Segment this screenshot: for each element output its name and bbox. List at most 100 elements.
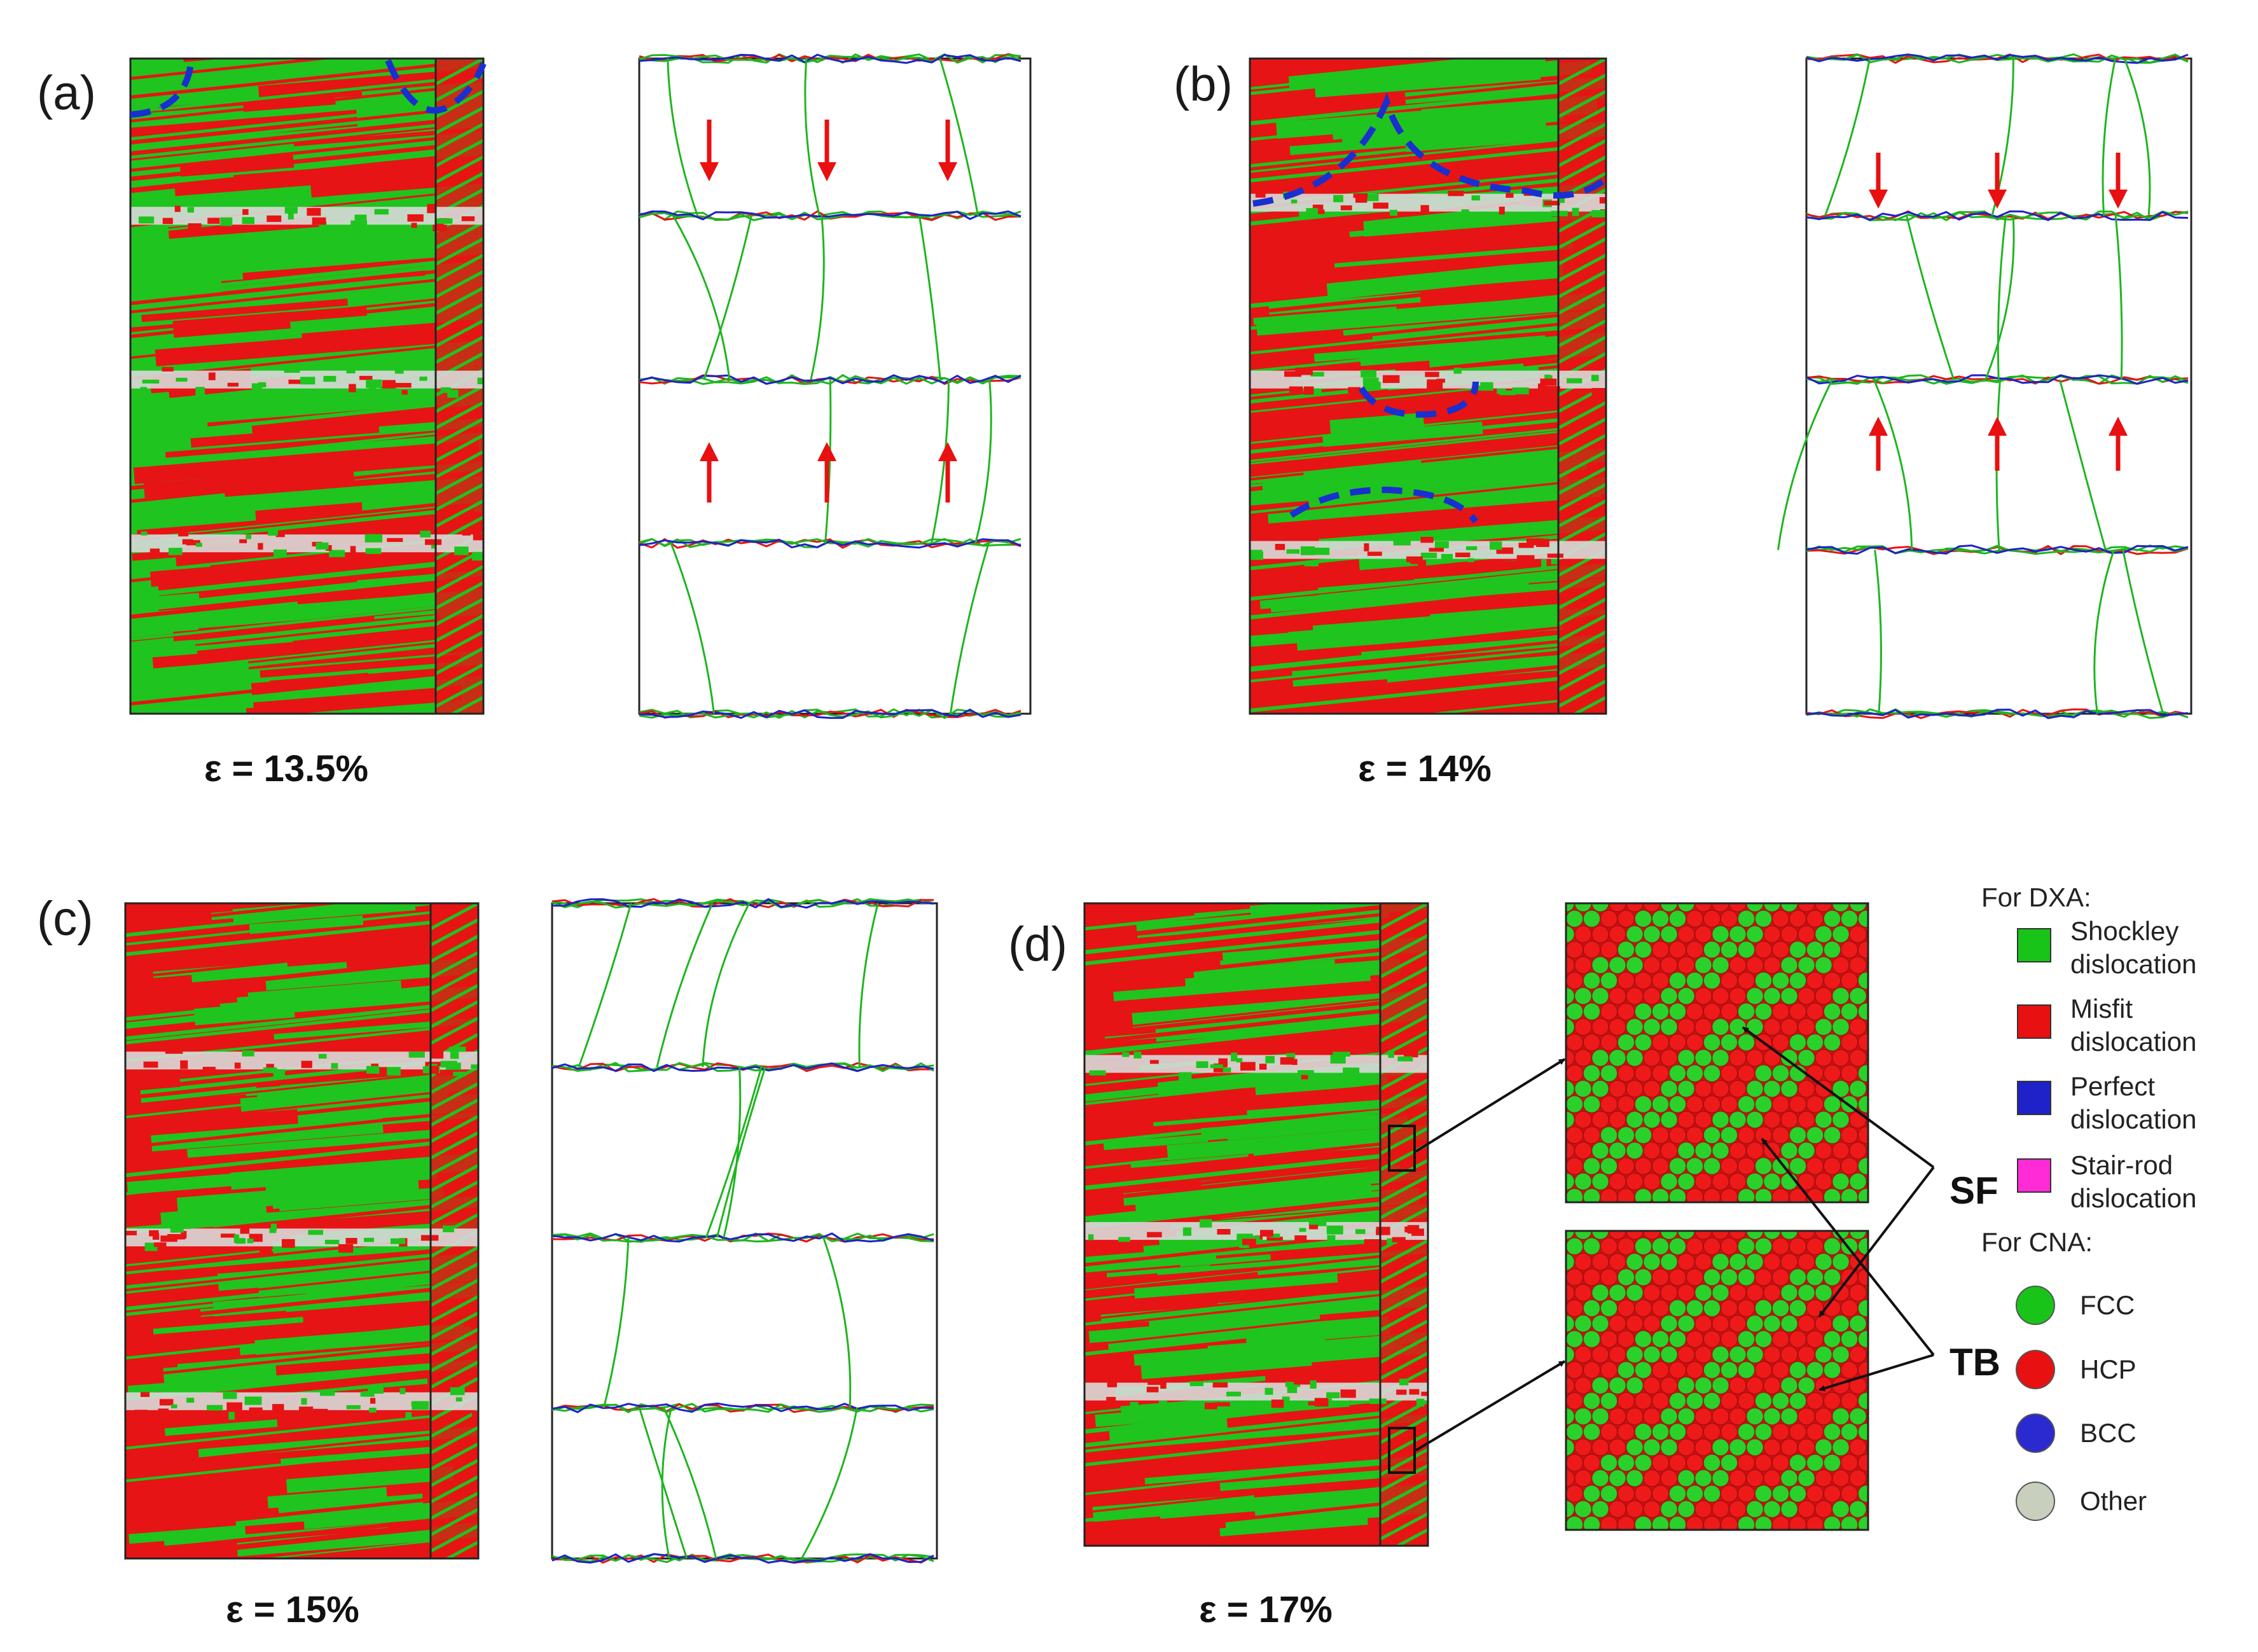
- atom: [1541, 1254, 1557, 1270]
- atom: [1815, 1111, 1832, 1128]
- atom: [1832, 903, 1850, 912]
- atom: [1643, 1049, 1661, 1067]
- atom: [1763, 1018, 1781, 1036]
- interface-speck: [1355, 1229, 1366, 1234]
- atom: [1591, 903, 1609, 912]
- atom: [1523, 1018, 1540, 1035]
- interface-speck: [335, 226, 345, 230]
- atom: [1832, 1018, 1850, 1036]
- stacking-line: [1084, 913, 1381, 948]
- interface-speck: [370, 1398, 376, 1404]
- atom: [1712, 1284, 1729, 1301]
- dislocation-map-a: [638, 53, 1032, 719]
- interface-speck: [326, 545, 332, 551]
- atom: [1566, 1237, 1583, 1255]
- side-stripe: [1379, 1030, 1428, 1059]
- atom: [1806, 1127, 1824, 1144]
- atom: [1884, 1284, 1901, 1301]
- stacking-line: [130, 127, 436, 161]
- atom: [1669, 1188, 1686, 1202]
- side-stripe: [429, 1344, 478, 1373]
- atom: [1677, 1111, 1695, 1128]
- atom: [1824, 1330, 1841, 1348]
- atom: [1703, 1095, 1721, 1113]
- red-arrow-up-b2-head: [2109, 417, 2128, 436]
- atom: [1694, 1438, 1712, 1456]
- stacking-line: [130, 109, 436, 145]
- side-stripe: [1557, 515, 1606, 545]
- atom: [1815, 926, 1832, 943]
- threading-dislocation: [1906, 215, 1955, 380]
- interface-speck: [208, 372, 216, 380]
- interface-speck: [365, 548, 382, 554]
- interface-dislocation: [1806, 374, 2189, 385]
- atom: [1772, 941, 1789, 959]
- atom: [1660, 1500, 1678, 1518]
- legend-label-bcc: BCC: [2080, 1418, 2137, 1448]
- atom: [1694, 1142, 1712, 1160]
- atom: [1772, 1516, 1789, 1530]
- atom: [1858, 1423, 1868, 1441]
- atom: [1729, 1172, 1747, 1190]
- atom: [1618, 1207, 1635, 1224]
- atom: [1832, 1315, 1850, 1333]
- atom: [1549, 1485, 1566, 1502]
- atom: [1566, 1111, 1575, 1128]
- interface-speck: [1284, 371, 1301, 377]
- atom: [1772, 1237, 1789, 1255]
- interface-speck: [399, 1387, 406, 1394]
- atom: [1884, 1111, 1901, 1128]
- atom: [1721, 1361, 1738, 1379]
- stacking-line: [1084, 1019, 1381, 1054]
- dxa-frame: [551, 902, 938, 1560]
- interface-speck: [1389, 209, 1397, 216]
- interface-dislocation: [551, 1232, 934, 1243]
- atom: [1824, 1516, 1841, 1530]
- atom: [1729, 1377, 1747, 1394]
- stacking-line: [130, 547, 436, 583]
- atom: [1643, 1172, 1661, 1190]
- stacking-line: [1084, 1418, 1381, 1453]
- interface-speck: [440, 1060, 457, 1068]
- atom: [1541, 957, 1557, 973]
- atom: [1687, 880, 1703, 896]
- atom: [1858, 1034, 1868, 1052]
- atom: [1721, 941, 1738, 959]
- atom: [1866, 1442, 1868, 1453]
- atom: [1541, 895, 1557, 912]
- side-stripe: [1557, 335, 1606, 364]
- legend: For DXA: Shockley dislocation Misfit dis…: [1981, 882, 2196, 1521]
- atom: [1729, 1111, 1747, 1128]
- side-stripe: [434, 581, 483, 610]
- atom: [1772, 1392, 1789, 1410]
- stacking-line: [130, 562, 436, 598]
- interface-speck: [1300, 546, 1315, 555]
- atom: [1789, 1392, 1806, 1410]
- stacking-line: [130, 454, 436, 490]
- atom: [1866, 903, 1868, 908]
- atom: [1643, 1408, 1661, 1426]
- stacking-line: [125, 1275, 431, 1311]
- atom: [1884, 1315, 1901, 1332]
- atom: [1677, 1142, 1695, 1160]
- atom: [1797, 1142, 1815, 1160]
- atom: [1841, 1188, 1858, 1202]
- side-stripe: [434, 630, 483, 659]
- side-stripe: [429, 934, 478, 963]
- atom: [1797, 903, 1815, 912]
- side-stripe: [429, 1262, 478, 1291]
- stacking-line: [1250, 565, 1559, 601]
- atom: [1652, 941, 1669, 959]
- threading-dislocation: [804, 58, 821, 216]
- atom: [1652, 1454, 1669, 1471]
- stacking-line: [1250, 147, 1559, 183]
- atom: [1712, 1408, 1729, 1426]
- interface-speck: [346, 365, 356, 374]
- atom: [1780, 1315, 1798, 1333]
- stacking-stripe: [153, 1316, 303, 1335]
- interface-speck: [223, 1391, 237, 1399]
- atom: [1591, 1049, 1609, 1067]
- atom: [1652, 1268, 1669, 1286]
- atom: [1523, 957, 1540, 973]
